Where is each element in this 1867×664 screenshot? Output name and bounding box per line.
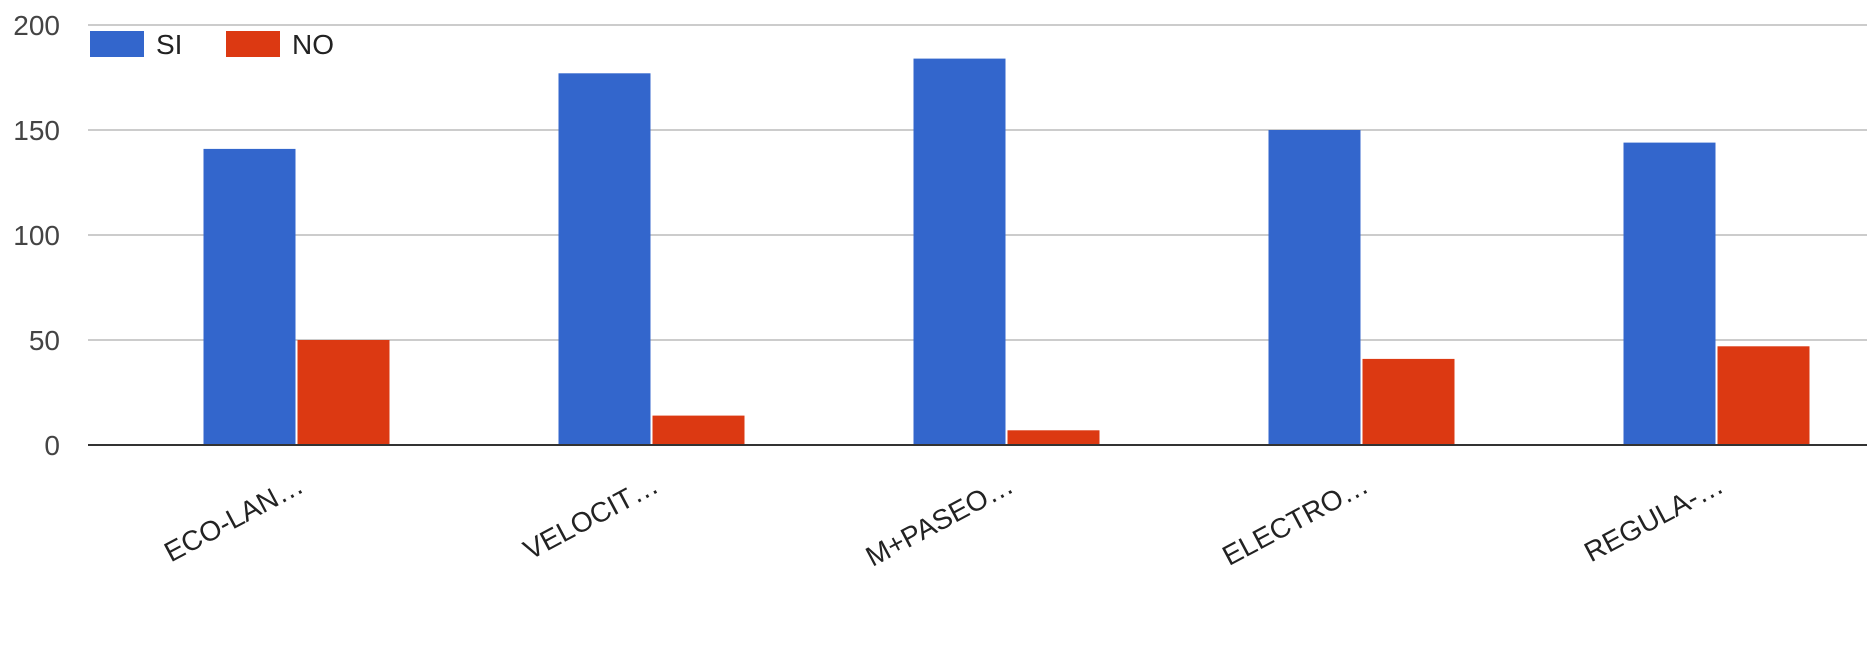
bar-si-2	[558, 73, 651, 446]
bar-no-4	[1362, 358, 1455, 445]
y-axis-tick-labels: 0 50 100 150 200	[13, 10, 60, 461]
x-category-label-1: ECO-LAN…	[159, 469, 308, 568]
bar-si-5	[1623, 142, 1716, 445]
legend-swatch-si	[90, 31, 144, 57]
bar-no-5	[1717, 346, 1810, 445]
bars	[203, 58, 1810, 446]
bar-no-1	[297, 340, 390, 445]
bar-si-1	[203, 148, 296, 445]
legend: SI NO	[90, 29, 334, 60]
x-category-label-3: M+PASEO…	[861, 469, 1019, 572]
y-tick-label-200: 200	[13, 10, 60, 41]
bar-no-3	[1007, 430, 1100, 445]
y-tick-label-100: 100	[13, 220, 60, 251]
bar-no-2	[652, 415, 745, 445]
x-category-label-2: VELOCIT…	[518, 469, 663, 566]
x-axis-category-labels: ECO-LAN… VELOCIT… M+PASEO… ELECTRO… REGULA-…	[159, 469, 1728, 572]
bar-si-4	[1268, 130, 1361, 445]
y-tick-label-0: 0	[44, 430, 60, 461]
x-category-label-5: REGULA-…	[1579, 469, 1728, 568]
y-tick-label-50: 50	[29, 325, 60, 356]
legend-label-no: NO	[292, 29, 334, 60]
x-category-label-4: ELECTRO…	[1217, 469, 1373, 572]
legend-label-si: SI	[156, 29, 182, 60]
y-tick-label-150: 150	[13, 115, 60, 146]
bar-si-3	[913, 58, 1006, 445]
legend-swatch-no	[226, 31, 280, 57]
